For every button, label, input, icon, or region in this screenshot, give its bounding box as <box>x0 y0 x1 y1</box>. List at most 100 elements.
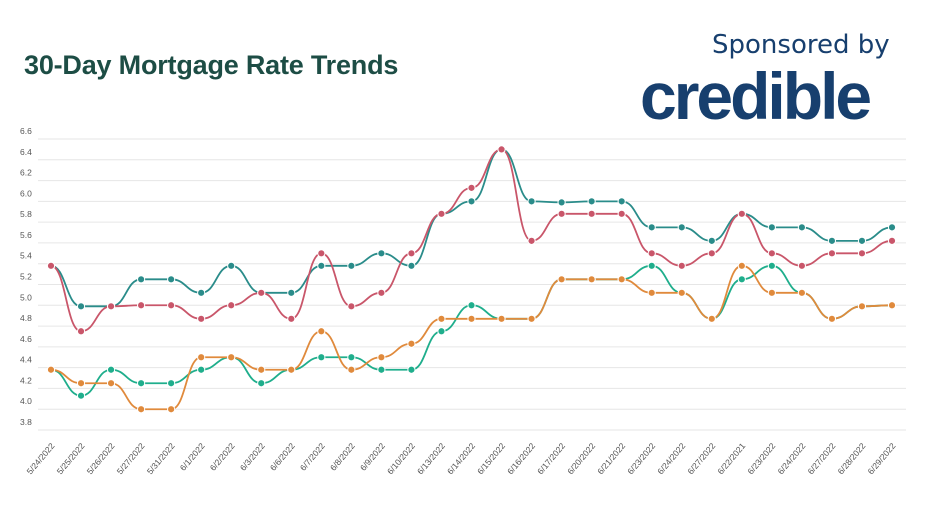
data-point <box>137 301 146 310</box>
x-tick-label: 5/31/2022 <box>145 441 177 477</box>
data-point <box>647 288 656 297</box>
data-point <box>557 275 566 284</box>
data-point <box>137 405 146 414</box>
y-tick-label: 4.4 <box>20 355 32 365</box>
data-point <box>857 249 867 258</box>
data-point <box>317 261 326 270</box>
data-point <box>377 249 386 258</box>
data-point <box>377 288 386 297</box>
x-tick-label: 6/27/2022 <box>805 441 837 477</box>
x-tick-label: 6/28/2022 <box>836 441 868 477</box>
data-point <box>797 288 806 297</box>
data-point <box>647 261 656 270</box>
data-point <box>347 353 356 362</box>
x-tick-label: 6/24/2022 <box>775 441 807 477</box>
data-point <box>647 223 656 232</box>
data-point <box>317 249 326 258</box>
y-tick-label: 6.2 <box>20 168 32 178</box>
x-tick-label: 6/20/2022 <box>565 441 597 477</box>
x-tick-label: 5/25/2022 <box>55 441 87 477</box>
x-tick-label: 6/9/2022 <box>358 441 387 473</box>
data-point <box>287 314 296 323</box>
data-point <box>197 365 206 374</box>
y-tick-label: 3.8 <box>20 417 32 427</box>
x-tick-label: 6/23/2022 <box>625 441 657 477</box>
x-tick-label: 6/22/2021 <box>715 441 747 477</box>
x-tick-label: 5/27/2022 <box>115 441 147 477</box>
series-line-3 <box>50 264 893 397</box>
y-axis: 3.8 4.0 4.2 4.4 4.6 4.8 5.0 5.2 5.4 5.6 5.8 6.0 6.2 6… <box>20 126 32 427</box>
x-tick-label: 6/2/2022 <box>208 441 237 473</box>
gridlines <box>38 138 906 431</box>
data-point <box>437 314 446 323</box>
data-point <box>827 314 837 323</box>
data-point <box>587 275 596 284</box>
series-line-4 <box>50 264 893 411</box>
data-point <box>227 261 236 270</box>
chart-title: 30-Day Mortgage Rate Trends <box>24 50 399 80</box>
x-tick-label: 6/1/2022 <box>178 441 207 473</box>
data-point <box>227 301 236 310</box>
data-point <box>797 261 806 270</box>
data-point <box>827 236 837 245</box>
data-point <box>257 365 266 374</box>
data-point <box>407 339 416 348</box>
data-point <box>167 405 176 414</box>
data-point <box>347 365 356 374</box>
data-point <box>167 379 176 388</box>
x-tick-label: 5/24/2022 <box>25 441 57 477</box>
x-tick-label: 6/16/2022 <box>505 441 537 477</box>
data-point <box>767 288 776 297</box>
data-point <box>407 249 416 258</box>
data-point <box>467 183 476 192</box>
data-point <box>527 197 536 206</box>
data-point <box>137 275 146 284</box>
data-point <box>527 236 536 245</box>
y-tick-label: 4.8 <box>20 313 32 323</box>
data-point <box>617 209 626 218</box>
sponsor-label: Sponsored by <box>712 30 890 60</box>
data-point <box>497 314 506 323</box>
data-point <box>707 314 716 323</box>
data-point <box>737 209 746 218</box>
data-point <box>76 302 86 311</box>
data-point <box>257 379 266 388</box>
x-axis: 5/24/20225/25/20225/26/20225/27/20225/31… <box>25 441 898 477</box>
data-point <box>497 145 506 154</box>
data-point <box>46 261 56 270</box>
data-point <box>617 275 626 284</box>
data-point <box>557 198 566 207</box>
data-point <box>887 236 897 245</box>
x-tick-label: 6/23/2022 <box>745 441 777 477</box>
data-point <box>407 365 416 374</box>
data-point <box>737 275 746 284</box>
data-point <box>377 353 386 362</box>
data-point <box>76 327 86 336</box>
data-point <box>106 365 116 374</box>
data-point <box>887 301 897 310</box>
data-point <box>167 275 176 284</box>
data-point <box>257 288 266 297</box>
data-point <box>887 223 897 232</box>
data-point <box>137 379 146 388</box>
data-point <box>737 261 746 270</box>
x-tick-label: 6/3/2022 <box>238 441 267 473</box>
x-tick-label: 6/24/2022 <box>655 441 687 477</box>
data-point <box>617 197 626 206</box>
data-point <box>377 365 386 374</box>
data-point <box>287 365 296 374</box>
y-tick-label: 6.4 <box>20 147 32 157</box>
data-point <box>347 302 356 311</box>
data-point <box>707 249 716 258</box>
x-tick-label: 6/10/2022 <box>385 441 417 477</box>
y-tick-label: 5.0 <box>20 292 32 302</box>
data-point <box>437 327 446 336</box>
data-point <box>467 301 476 310</box>
credible-logo: credible <box>640 59 872 133</box>
data-point <box>106 302 116 311</box>
data-point <box>467 314 476 323</box>
data-point <box>647 249 656 258</box>
x-tick-label: 6/6/2022 <box>268 441 297 473</box>
y-tick-label: 5.2 <box>20 272 32 282</box>
